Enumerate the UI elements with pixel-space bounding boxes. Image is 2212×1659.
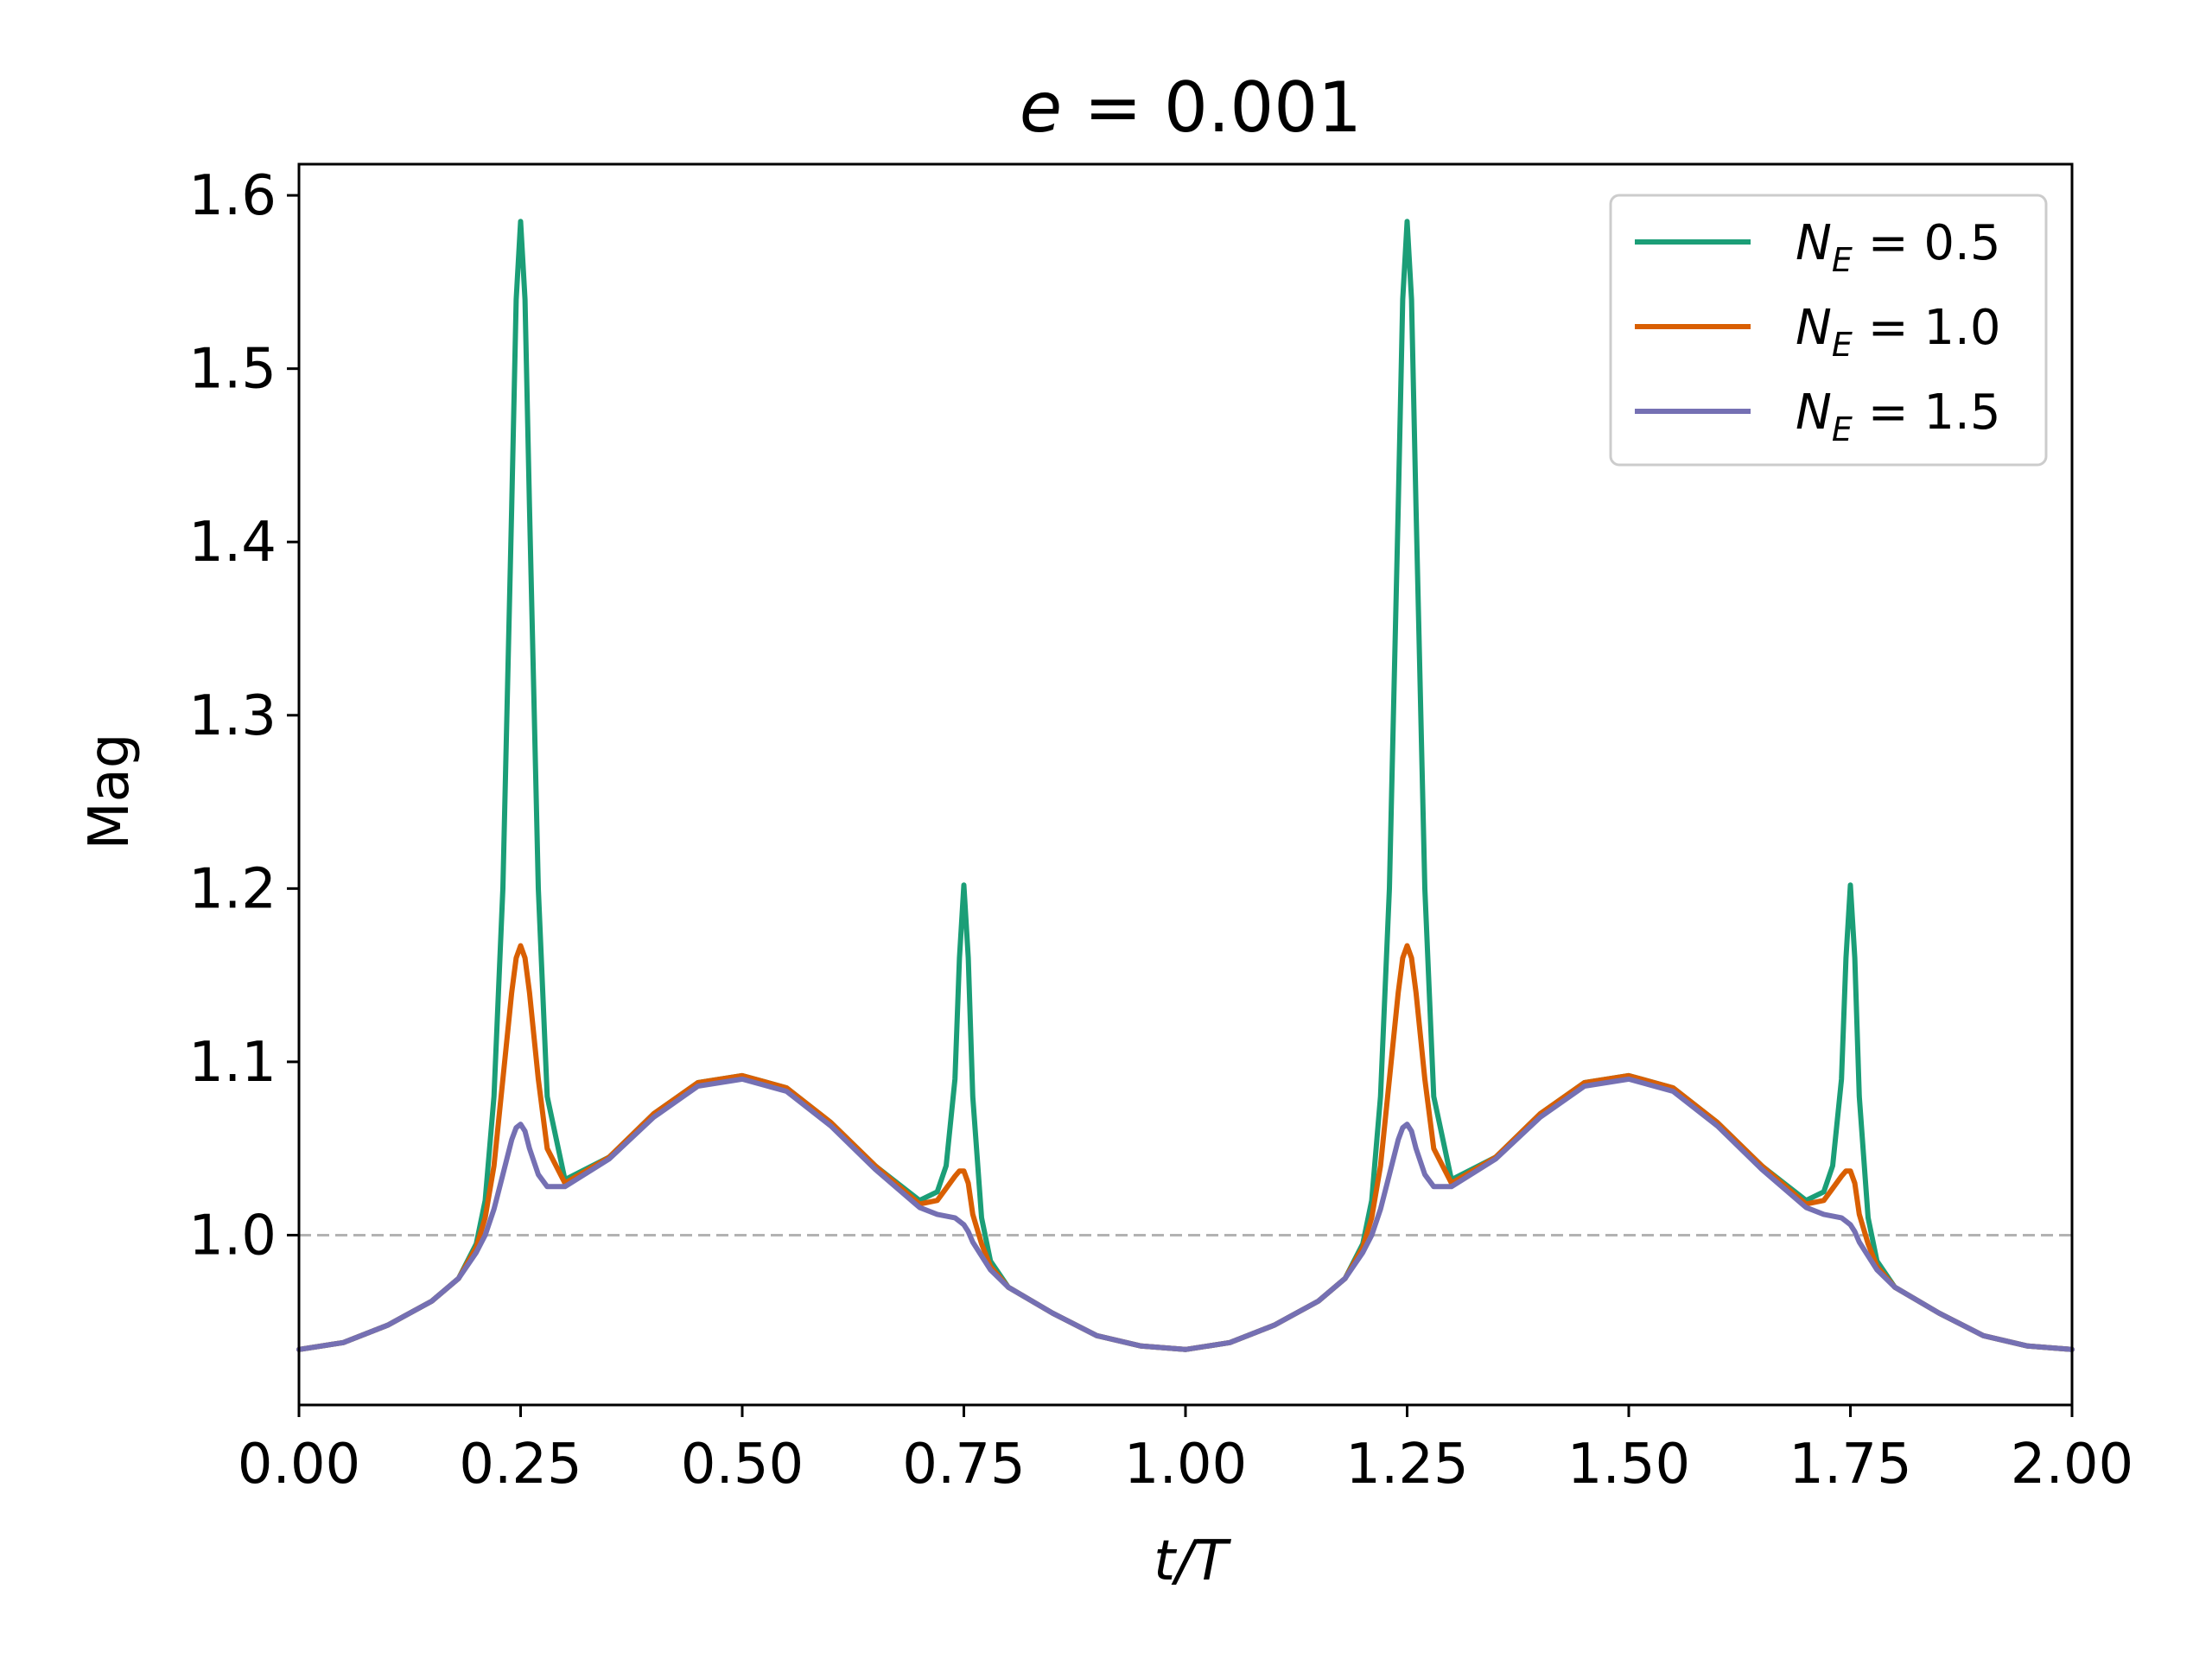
y-tick-label: 1.2 (188, 857, 276, 921)
title-var: e (1020, 67, 1062, 148)
y-ticks: 1.0 1.1 1.2 1.3 1.4 1.5 1.6 (188, 164, 299, 1268)
series-layer (296, 219, 2075, 1352)
x-tick-label: 1.75 (1789, 1433, 1912, 1497)
y-tick-label: 1.3 (188, 684, 276, 748)
legend-box (1609, 194, 2048, 467)
chart-title: e = 0.001 (1020, 67, 1362, 148)
y-tick-label: 1.1 (188, 1031, 276, 1095)
x-axis-label: t/T (1154, 1529, 1232, 1593)
legend-label-series-2: NE = 1.5 (1796, 385, 2001, 448)
x-tick-label: 1.25 (1345, 1433, 1469, 1497)
x-tick-label: 0.25 (459, 1433, 582, 1497)
legend-label-series-0: NE = 0.5 (1796, 215, 2001, 279)
series-line-2 (296, 1076, 2075, 1352)
y-tick-label: 1.6 (188, 164, 276, 228)
plot-area: 0.00 0.25 0.50 0.75 1.00 1.25 1.50 1.75 2.00 1.0… (188, 162, 2134, 1497)
y-tick-label: 1.5 (188, 338, 276, 402)
title-value: 0.001 (1164, 67, 1362, 148)
legend: NE = 0.5 NE = 1.0 NE = 1.5 (1609, 194, 2048, 467)
legend-label-series-1: NE = 1.0 (1796, 300, 2001, 364)
x-tick-label: 0.75 (902, 1433, 1026, 1497)
y-axis-label: Mag (78, 733, 142, 849)
title-eq: = (1062, 67, 1164, 148)
x-tick-label: 1.50 (1567, 1433, 1691, 1497)
x-tick-label: 1.00 (1124, 1433, 1248, 1497)
x-ticks: 0.00 0.25 0.50 0.75 1.00 1.25 1.50 1.75 2.00 (238, 1405, 2134, 1497)
x-tick-label: 0.00 (238, 1433, 361, 1497)
x-tick-label: 0.50 (681, 1433, 804, 1497)
y-tick-label: 1.0 (188, 1204, 276, 1268)
x-tick-label: 2.00 (2011, 1433, 2134, 1497)
y-tick-label: 1.4 (188, 511, 276, 575)
